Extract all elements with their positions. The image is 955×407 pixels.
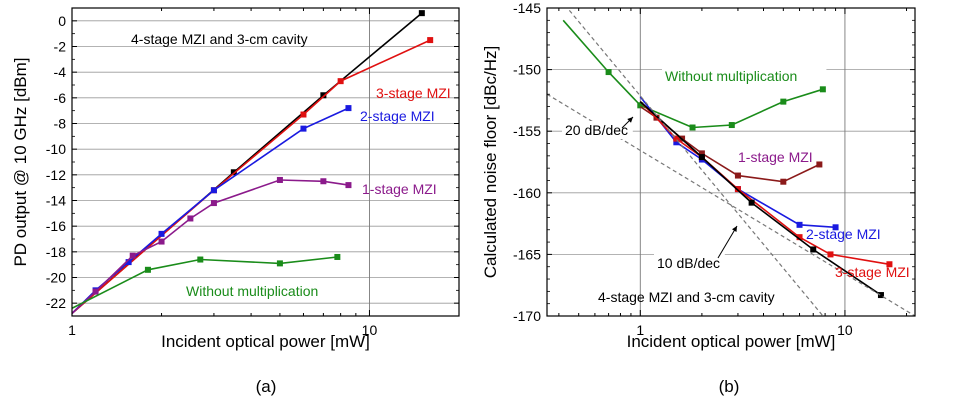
annotation-1-stage-mzi: 1-stage MZI	[738, 149, 813, 165]
annotation-2-stage-mzi: 2-stage MZI	[360, 108, 435, 124]
panel-a: 0 -2 -4 -6 -8 -10 -12 -14 -16 -18 -20 -221 10Inciden…	[11, 7, 460, 396]
annotation-4-stage-mzi-and-3-cm-cavity: 4-stage MZI and 3-cm cavity	[131, 31, 308, 47]
data-point-without-multiplication	[819, 86, 826, 93]
data-point-1-stage-mzi	[345, 182, 352, 189]
annotation-without-multiplication: Without multiplication	[665, 68, 797, 84]
y-tick-label: -10	[46, 141, 66, 157]
panel-label: (a)	[256, 377, 277, 396]
annotation-arrowhead	[627, 117, 633, 123]
x-tick-label: 1	[636, 322, 644, 338]
panel-label: (b)	[719, 377, 740, 396]
data-point-without-multiplication	[780, 98, 787, 105]
data-point-2-stage-mzi	[300, 125, 307, 132]
x-axis-label: Incident optical power [mW]	[161, 332, 370, 351]
data-point-without-multiplication	[197, 256, 204, 263]
annotation-2-stage-mzi: 2-stage MZI	[806, 226, 881, 242]
data-point-4-stage-mzi-and-3-cm-cavity	[418, 10, 425, 17]
y-tick-label: -160	[513, 185, 541, 201]
y-tick-label: -18	[46, 244, 66, 260]
annotation-arrowhead	[732, 226, 737, 232]
data-point-1-stage-mzi	[129, 252, 136, 259]
y-tick-label: -8	[54, 116, 67, 132]
series-line-1-stage-mzi	[639, 105, 820, 183]
annotation-3-stage-mzi: 3-stage MZI	[376, 85, 451, 101]
data-point-3-stage-mzi	[796, 234, 803, 241]
data-point-without-multiplication	[728, 122, 735, 129]
data-point-without-multiplication	[637, 102, 644, 109]
data-point-3-stage-mzi	[673, 135, 680, 142]
series-line-20-db-dec	[566, 8, 824, 316]
data-point-2-stage-mzi	[158, 230, 165, 237]
annotation-1-stage-mzi: 1-stage MZI	[362, 181, 437, 197]
annotation-arrow	[717, 225, 738, 259]
data-point-4-stage-mzi-and-3-cm-cavity	[810, 246, 817, 253]
data-point-1-stage-mzi	[210, 200, 217, 207]
data-point-3-stage-mzi	[886, 261, 893, 268]
data-point-without-multiplication	[144, 266, 151, 273]
x-tick-label: 10	[362, 322, 378, 338]
annotation-10-db-dec: 10 dB/dec	[657, 255, 720, 271]
annotation-background	[562, 121, 633, 139]
data-point-3-stage-mzi	[337, 78, 344, 85]
y-tick-label: -170	[513, 308, 541, 324]
y-tick-label: -145	[513, 0, 541, 16]
data-point-without-multiplication	[689, 124, 696, 131]
y-tick-label: -2	[54, 39, 67, 55]
y-tick-label: -12	[46, 167, 66, 183]
data-point-1-stage-mzi	[734, 172, 741, 179]
x-axis-label: Incident optical power [mW]	[627, 332, 836, 351]
annotation-3-stage-mzi: 3-stage MZI	[835, 264, 910, 280]
data-point-3-stage-mzi	[827, 251, 834, 258]
data-point-4-stage-mzi-and-3-cm-cavity	[230, 169, 237, 176]
annotation-without-multiplication: Without multiplication	[186, 283, 318, 299]
y-tick-label: 0	[58, 13, 66, 29]
annotation-background	[662, 67, 827, 85]
y-tick-label: -16	[46, 218, 66, 234]
data-point-1-stage-mzi	[92, 288, 99, 295]
data-point-4-stage-mzi-and-3-cm-cavity	[320, 92, 327, 99]
data-point-2-stage-mzi	[832, 224, 839, 231]
data-point-without-multiplication	[334, 253, 341, 260]
data-point-1-stage-mzi	[276, 176, 283, 183]
y-tick-label: -20	[46, 270, 66, 286]
data-point-1-stage-mzi	[816, 161, 823, 168]
x-tick-label: 1	[68, 322, 76, 338]
data-point-2-stage-mzi	[345, 105, 352, 112]
data-point-2-stage-mzi	[796, 221, 803, 228]
y-tick-label: -6	[54, 90, 67, 106]
data-point-4-stage-mzi-and-3-cm-cavity	[748, 199, 755, 206]
data-point-2-stage-mzi	[210, 187, 217, 194]
y-tick-label: -155	[513, 123, 541, 139]
data-point-1-stage-mzi	[158, 238, 165, 245]
annotation-background	[654, 254, 725, 272]
data-point-4-stage-mzi-and-3-cm-cavity	[698, 154, 705, 161]
data-point-3-stage-mzi	[300, 111, 307, 118]
y-tick-label: -150	[513, 62, 541, 78]
data-point-without-multiplication	[276, 260, 283, 267]
data-point-2-stage-mzi	[673, 139, 680, 146]
data-point-4-stage-mzi-and-3-cm-cavity	[877, 292, 884, 299]
data-point-1-stage-mzi	[698, 150, 705, 157]
y-axis-label: Calculated noise floor [dBc/Hz]	[481, 46, 500, 278]
y-tick-label: -14	[46, 193, 66, 209]
data-point-1-stage-mzi	[780, 178, 787, 185]
series-line-3-stage-mzi	[72, 39, 431, 315]
annotation-20-db-dec: 20 dB/dec	[565, 122, 628, 138]
data-point-1-stage-mzi	[187, 215, 194, 222]
plot-frame	[546, 7, 916, 317]
data-point-2-stage-mzi	[125, 259, 132, 266]
data-point-without-multiplication	[605, 69, 612, 76]
y-tick-label: -165	[513, 246, 541, 262]
data-point-1-stage-mzi	[320, 178, 327, 185]
y-axis-label: PD output @ 10 GHz [dBm]	[11, 57, 30, 266]
annotation-4-stage-mzi-and-3-cm-cavity: 4-stage MZI and 3-cm cavity	[598, 289, 775, 305]
data-point-3-stage-mzi	[427, 37, 434, 44]
y-tick-label: -4	[54, 64, 67, 80]
x-tick-label: 10	[837, 322, 853, 338]
y-tick-label: -22	[46, 295, 66, 311]
